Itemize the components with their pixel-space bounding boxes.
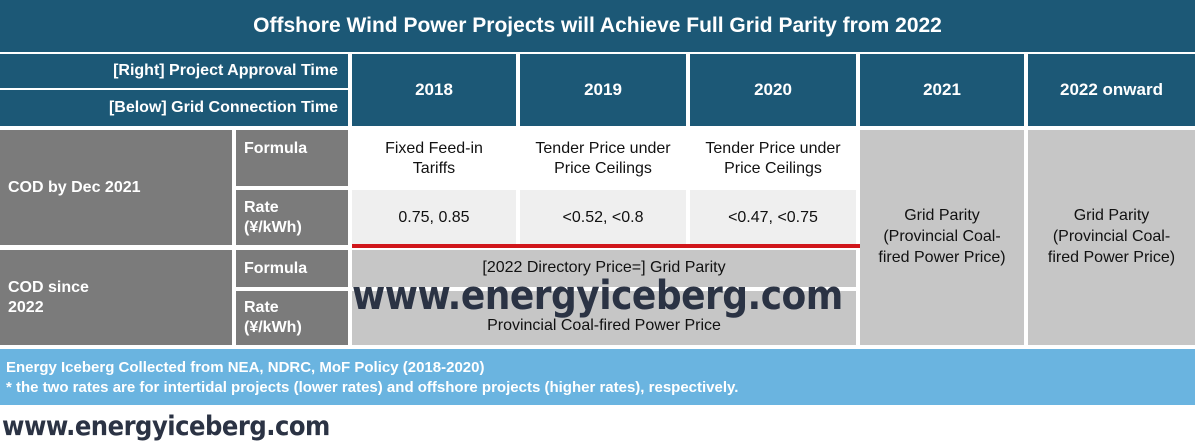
formula-cell-2022: [2022 Directory Price=] Grid Parity <box>352 250 856 287</box>
footer-source: Energy Iceberg Collected from NEA, NDRC,… <box>6 359 485 376</box>
formula-label-2021: Formula <box>236 130 348 186</box>
rate-cell-2020: <0.47, <0.75 <box>690 190 856 245</box>
grid-parity-2022-line1: Grid Parity <box>1073 207 1150 225</box>
row-label-cod-2021: COD by Dec 2021 <box>0 130 232 245</box>
footer-footnote: * the two rates are for intertidal proje… <box>6 378 739 396</box>
grid-parity-2021-line2: (Provincial Coal- <box>883 228 1001 246</box>
watermark-bottom: www.energyiceberg.com <box>2 411 330 442</box>
grid-parity-2021-line3: fired Power Price) <box>878 248 1006 266</box>
year-header-2019: 2019 <box>520 54 686 126</box>
formula-cell-2020: Tender Price under Price Ceilings <box>690 130 856 188</box>
rate-label-2022-line1: Rate <box>244 299 279 316</box>
rate-label-2021-line2: (¥/kWh) <box>244 218 302 236</box>
grid-parity-cell-2021: Grid Parity (Provincial Coal- fired Powe… <box>860 130 1024 345</box>
row-label-cod-2022-line2: 2022 <box>8 298 44 316</box>
rate-label-2021-line1: Rate <box>244 198 279 216</box>
formula-2018-line2: Tariffs <box>412 160 456 177</box>
formula-2019-line1: Tender Price under <box>535 140 671 157</box>
formula-2020-line2: Price Ceilings <box>724 160 822 177</box>
rate-label-2022-line2: (¥/kWh) <box>244 319 302 336</box>
formula-cell-2018: Fixed Feed-in Tariffs <box>352 130 516 188</box>
footer-note: Energy Iceberg Collected from NEA, NDRC,… <box>0 349 1195 405</box>
rate-label-2022: Rate (¥/kWh) <box>236 291 348 345</box>
formula-2020-line1: Tender Price under <box>705 140 841 157</box>
header-below-label: [Below] Grid Connection Time <box>0 90 348 126</box>
rate-label-2021: Rate (¥/kWh) <box>236 190 348 245</box>
year-header-2018: 2018 <box>352 54 516 126</box>
watermark-center: www.energyiceberg.com <box>352 273 843 319</box>
row-label-cod-2022: COD since 2022 <box>0 250 232 345</box>
rate-cell-2022: Provincial Coal-fired Power Price <box>352 291 856 345</box>
formula-cell-2019: Tender Price under Price Ceilings <box>520 130 686 188</box>
row-label-cod-2022-line1: COD since <box>8 278 89 296</box>
grid-parity-2022-line3: fired Power Price) <box>1047 248 1176 266</box>
red-divider <box>352 244 860 248</box>
grid-parity-2021-line1: Grid Parity <box>904 207 980 225</box>
rate-cell-2019: <0.52, <0.8 <box>520 190 686 245</box>
year-header-2020: 2020 <box>690 54 856 126</box>
header-right-label: [Right] Project Approval Time <box>0 54 348 88</box>
year-header-2022-onward: 2022 onward <box>1028 54 1195 126</box>
formula-2019-line2: Price Ceilings <box>554 160 652 177</box>
grid-parity-2022-line2: (Provincial Coal- <box>1052 228 1171 246</box>
grid-parity-cell-2022: Grid Parity (Provincial Coal- fired Powe… <box>1028 130 1195 345</box>
formula-2018-line1: Fixed Feed-in <box>385 140 483 157</box>
formula-label-2022: Formula <box>236 250 348 287</box>
table-title: Offshore Wind Power Projects will Achiev… <box>0 0 1195 52</box>
rate-cell-2018: 0.75, 0.85 <box>352 190 516 245</box>
year-header-2021: 2021 <box>860 54 1024 126</box>
